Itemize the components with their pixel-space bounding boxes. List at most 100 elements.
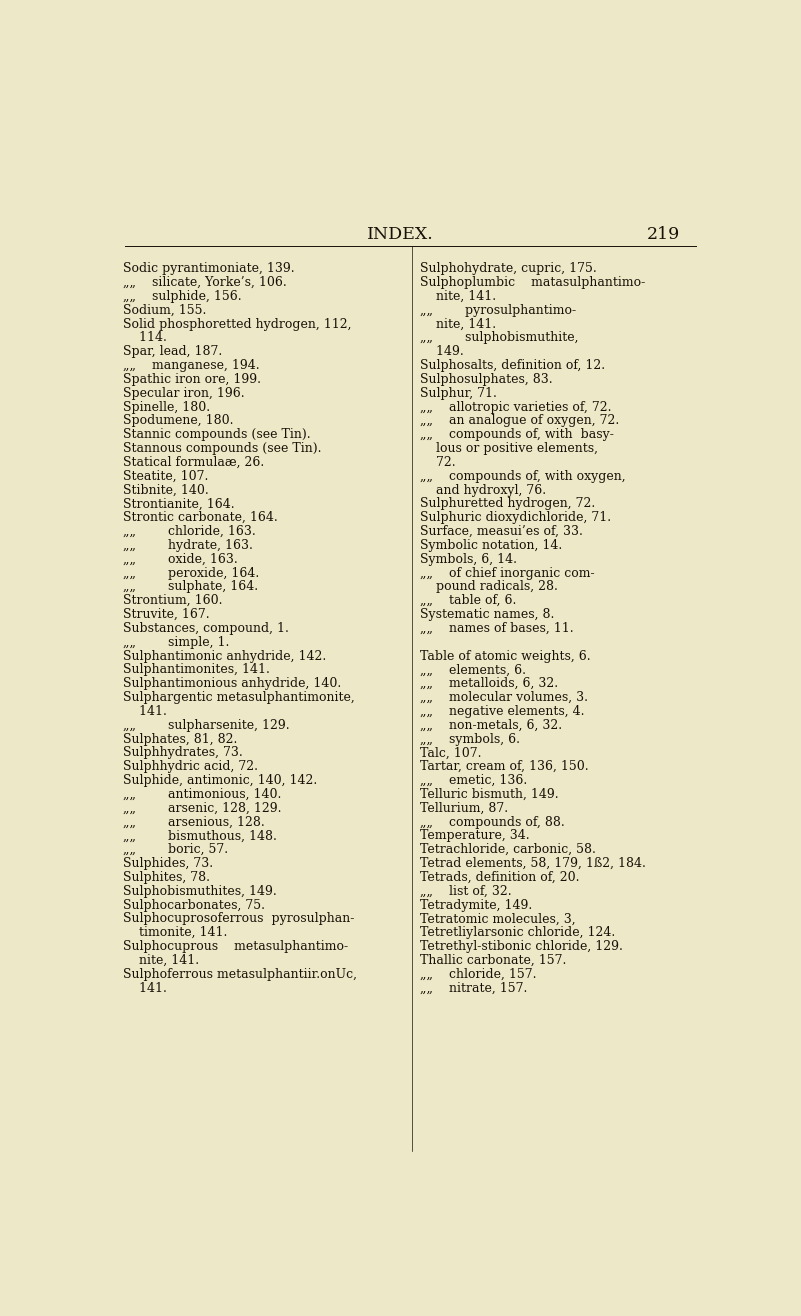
Text: Spar, lead, 187.: Spar, lead, 187. [123, 345, 223, 358]
Text: and hydroxyl, 76.: and hydroxyl, 76. [420, 483, 546, 496]
Text: Strontianite, 164.: Strontianite, 164. [123, 497, 235, 511]
Text: Tetrads, definition of, 20.: Tetrads, definition of, 20. [420, 871, 579, 884]
Text: Specular iron, 196.: Specular iron, 196. [123, 387, 245, 400]
Text: „„    elements, 6.: „„ elements, 6. [420, 663, 525, 676]
Text: Stannous compounds (see Tin).: Stannous compounds (see Tin). [123, 442, 321, 455]
Text: Thallic carbonate, 157.: Thallic carbonate, 157. [420, 954, 566, 967]
Text: lous or positive elements,: lous or positive elements, [420, 442, 598, 455]
Text: 149.: 149. [420, 345, 464, 358]
Text: 72.: 72. [420, 455, 456, 468]
Text: Substances, compound, 1.: Substances, compound, 1. [123, 622, 289, 634]
Text: Table of atomic weights, 6.: Table of atomic weights, 6. [420, 650, 590, 662]
Text: „„    symbols, 6.: „„ symbols, 6. [420, 733, 520, 746]
Text: Sulphobismuthites, 149.: Sulphobismuthites, 149. [123, 884, 277, 898]
Text: Sulphoferrous metasulphantiir.onUc,: Sulphoferrous metasulphantiir.onUc, [123, 967, 357, 980]
Text: Talc, 107.: Talc, 107. [420, 746, 481, 759]
Text: Sulphantimonic anhydride, 142.: Sulphantimonic anhydride, 142. [123, 650, 326, 662]
Text: „„        pyrosulphantimo-: „„ pyrosulphantimo- [420, 304, 576, 317]
Text: Spodumene, 180.: Spodumene, 180. [123, 415, 234, 428]
Text: Sulphuric dioxydichloride, 71.: Sulphuric dioxydichloride, 71. [420, 511, 611, 524]
Text: „„        arsenic, 128, 129.: „„ arsenic, 128, 129. [123, 801, 282, 815]
Text: 141.: 141. [123, 982, 167, 995]
Text: Sulphargentic metasulphantimonite,: Sulphargentic metasulphantimonite, [123, 691, 355, 704]
Text: Sulphide, antimonic, 140, 142.: Sulphide, antimonic, 140, 142. [123, 774, 317, 787]
Text: nite, 141.: nite, 141. [420, 290, 496, 303]
Text: „„    non-metals, 6, 32.: „„ non-metals, 6, 32. [420, 719, 562, 732]
Text: „„    compounds of, with oxygen,: „„ compounds of, with oxygen, [420, 470, 626, 483]
Text: Solid phosphoretted hydrogen, 112,: Solid phosphoretted hydrogen, 112, [123, 317, 352, 330]
Text: „„    allotropic varieties of, 72.: „„ allotropic varieties of, 72. [420, 400, 611, 413]
Text: timonite, 141.: timonite, 141. [123, 926, 227, 940]
Text: Telluric bismuth, 149.: Telluric bismuth, 149. [420, 788, 558, 801]
Text: Systematic names, 8.: Systematic names, 8. [420, 608, 554, 621]
Text: „„    manganese, 194.: „„ manganese, 194. [123, 359, 260, 372]
Text: Tetrethyl-stibonic chloride, 129.: Tetrethyl-stibonic chloride, 129. [420, 940, 622, 953]
Text: „„    chloride, 157.: „„ chloride, 157. [420, 967, 537, 980]
Text: „„        sulphobismuthite,: „„ sulphobismuthite, [420, 332, 578, 345]
Text: „„    table of, 6.: „„ table of, 6. [420, 595, 516, 607]
Text: Sulphantimonious anhydride, 140.: Sulphantimonious anhydride, 140. [123, 678, 341, 691]
Text: „„        antimonious, 140.: „„ antimonious, 140. [123, 788, 281, 801]
Text: Steatite, 107.: Steatite, 107. [123, 470, 208, 483]
Text: Sulphohydrate, cupric, 175.: Sulphohydrate, cupric, 175. [420, 262, 597, 275]
Text: Tellurium, 87.: Tellurium, 87. [420, 801, 508, 815]
Text: „„    names of bases, 11.: „„ names of bases, 11. [420, 622, 574, 634]
Text: „„    compounds of, 88.: „„ compounds of, 88. [420, 816, 565, 829]
Text: Temperature, 34.: Temperature, 34. [420, 829, 529, 842]
Text: Strontium, 160.: Strontium, 160. [123, 595, 223, 607]
Text: „„    molecular volumes, 3.: „„ molecular volumes, 3. [420, 691, 588, 704]
Text: Sulphantimonites, 141.: Sulphantimonites, 141. [123, 663, 270, 676]
Text: Strontic carbonate, 164.: Strontic carbonate, 164. [123, 511, 278, 524]
Text: „„        hydrate, 163.: „„ hydrate, 163. [123, 540, 253, 551]
Text: „„    emetic, 136.: „„ emetic, 136. [420, 774, 527, 787]
Text: Sulphocuprous    metasulphantimo-: Sulphocuprous metasulphantimo- [123, 940, 348, 953]
Text: „„    of chief inorganic com-: „„ of chief inorganic com- [420, 567, 594, 579]
Text: Sulphuretted hydrogen, 72.: Sulphuretted hydrogen, 72. [420, 497, 595, 511]
Text: Spathic iron ore, 199.: Spathic iron ore, 199. [123, 372, 261, 386]
Text: „„    nitrate, 157.: „„ nitrate, 157. [420, 982, 527, 995]
Text: Struvite, 167.: Struvite, 167. [123, 608, 210, 621]
Text: Statical formulaæ, 26.: Statical formulaæ, 26. [123, 455, 264, 468]
Text: Sulphur, 71.: Sulphur, 71. [420, 387, 497, 400]
Text: Sulphocarbonates, 75.: Sulphocarbonates, 75. [123, 899, 265, 912]
Text: Sulphhydrates, 73.: Sulphhydrates, 73. [123, 746, 243, 759]
Text: „„        peroxide, 164.: „„ peroxide, 164. [123, 567, 260, 579]
Text: „„    compounds of, with  basy-: „„ compounds of, with basy- [420, 428, 614, 441]
Text: „„    list of, 32.: „„ list of, 32. [420, 884, 512, 898]
Text: Sulphhydric acid, 72.: Sulphhydric acid, 72. [123, 761, 258, 774]
Text: 114.: 114. [123, 332, 167, 345]
Text: „„        sulphate, 164.: „„ sulphate, 164. [123, 580, 258, 594]
Text: Sodic pyrantimoniate, 139.: Sodic pyrantimoniate, 139. [123, 262, 295, 275]
Text: Symbolic notation, 14.: Symbolic notation, 14. [420, 540, 562, 551]
Text: „„        boric, 57.: „„ boric, 57. [123, 844, 228, 857]
Text: „„    an analogue of oxygen, 72.: „„ an analogue of oxygen, 72. [420, 415, 619, 428]
Text: INDEX.: INDEX. [367, 226, 434, 243]
Text: Sulphosalts, definition of, 12.: Sulphosalts, definition of, 12. [420, 359, 605, 372]
Text: „„        chloride, 163.: „„ chloride, 163. [123, 525, 256, 538]
Text: Sulphocuprosoferrous  pyrosulphan-: Sulphocuprosoferrous pyrosulphan- [123, 912, 355, 925]
Text: „„    metalloids, 6, 32.: „„ metalloids, 6, 32. [420, 678, 558, 691]
Text: 141.: 141. [123, 705, 167, 719]
Text: 219: 219 [646, 226, 680, 243]
Text: Tetradymite, 149.: Tetradymite, 149. [420, 899, 532, 912]
Text: Symbols, 6, 14.: Symbols, 6, 14. [420, 553, 517, 566]
Text: nite, 141.: nite, 141. [420, 317, 496, 330]
Text: „„        sulpharsenite, 129.: „„ sulpharsenite, 129. [123, 719, 290, 732]
Text: Spinelle, 180.: Spinelle, 180. [123, 400, 210, 413]
Text: „„        simple, 1.: „„ simple, 1. [123, 636, 229, 649]
Text: Tetrachloride, carbonic, 58.: Tetrachloride, carbonic, 58. [420, 844, 596, 857]
Text: Sulphoplumbic    matasulphantimo-: Sulphoplumbic matasulphantimo- [420, 276, 645, 290]
Text: pound radicals, 28.: pound radicals, 28. [420, 580, 557, 594]
Text: Sulphides, 73.: Sulphides, 73. [123, 857, 213, 870]
Text: Sodium, 155.: Sodium, 155. [123, 304, 207, 317]
Text: Surface, measui’es of, 33.: Surface, measui’es of, 33. [420, 525, 582, 538]
Text: „„    negative elements, 4.: „„ negative elements, 4. [420, 705, 584, 719]
Text: Tartar, cream of, 136, 150.: Tartar, cream of, 136, 150. [420, 761, 589, 774]
Text: Stannic compounds (see Tin).: Stannic compounds (see Tin). [123, 428, 311, 441]
Text: „„        bismuthous, 148.: „„ bismuthous, 148. [123, 829, 277, 842]
Text: „„    sulphide, 156.: „„ sulphide, 156. [123, 290, 242, 303]
Text: Sulphates, 81, 82.: Sulphates, 81, 82. [123, 733, 237, 746]
Text: „„        arsenious, 128.: „„ arsenious, 128. [123, 816, 265, 829]
Text: Sulphites, 78.: Sulphites, 78. [123, 871, 210, 884]
Text: Tetrad elements, 58, 179, 1ß2, 184.: Tetrad elements, 58, 179, 1ß2, 184. [420, 857, 646, 870]
